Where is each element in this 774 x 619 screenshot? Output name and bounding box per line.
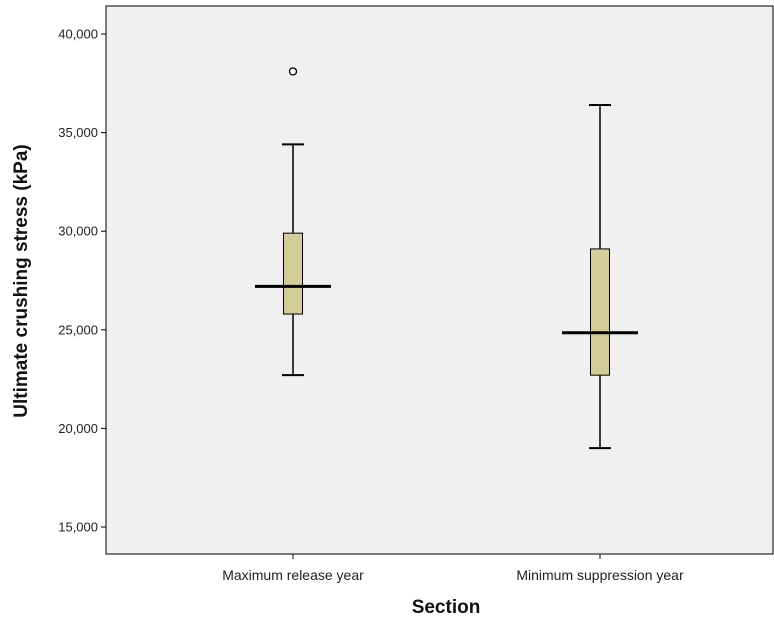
y-axis-title: Ultimate crushing stress (kPa) [11,144,32,417]
x-axis: Maximum release year Minimum suppression … [222,554,684,583]
y-tick-label: 30,000 [58,224,98,239]
y-tick-label: 15,000 [58,520,98,535]
boxes-group [255,67,638,450]
x-tick-label: Minimum suppression year [516,567,684,583]
iqr-box [283,232,303,315]
outlier-point [288,67,298,76]
y-tick-label: 35,000 [58,125,98,140]
y-axis: 15,000 20,000 25,000 30,000 35,000 40,000 [58,27,106,535]
x-axis-title: Section [412,597,481,618]
y-tick-label: 20,000 [58,421,98,436]
y-tick-label: 40,000 [58,27,98,42]
plot-area [105,5,774,555]
x-tick-label: Maximum release year [222,567,364,583]
iqr-box [590,248,610,376]
y-tick-label: 25,000 [58,322,98,337]
